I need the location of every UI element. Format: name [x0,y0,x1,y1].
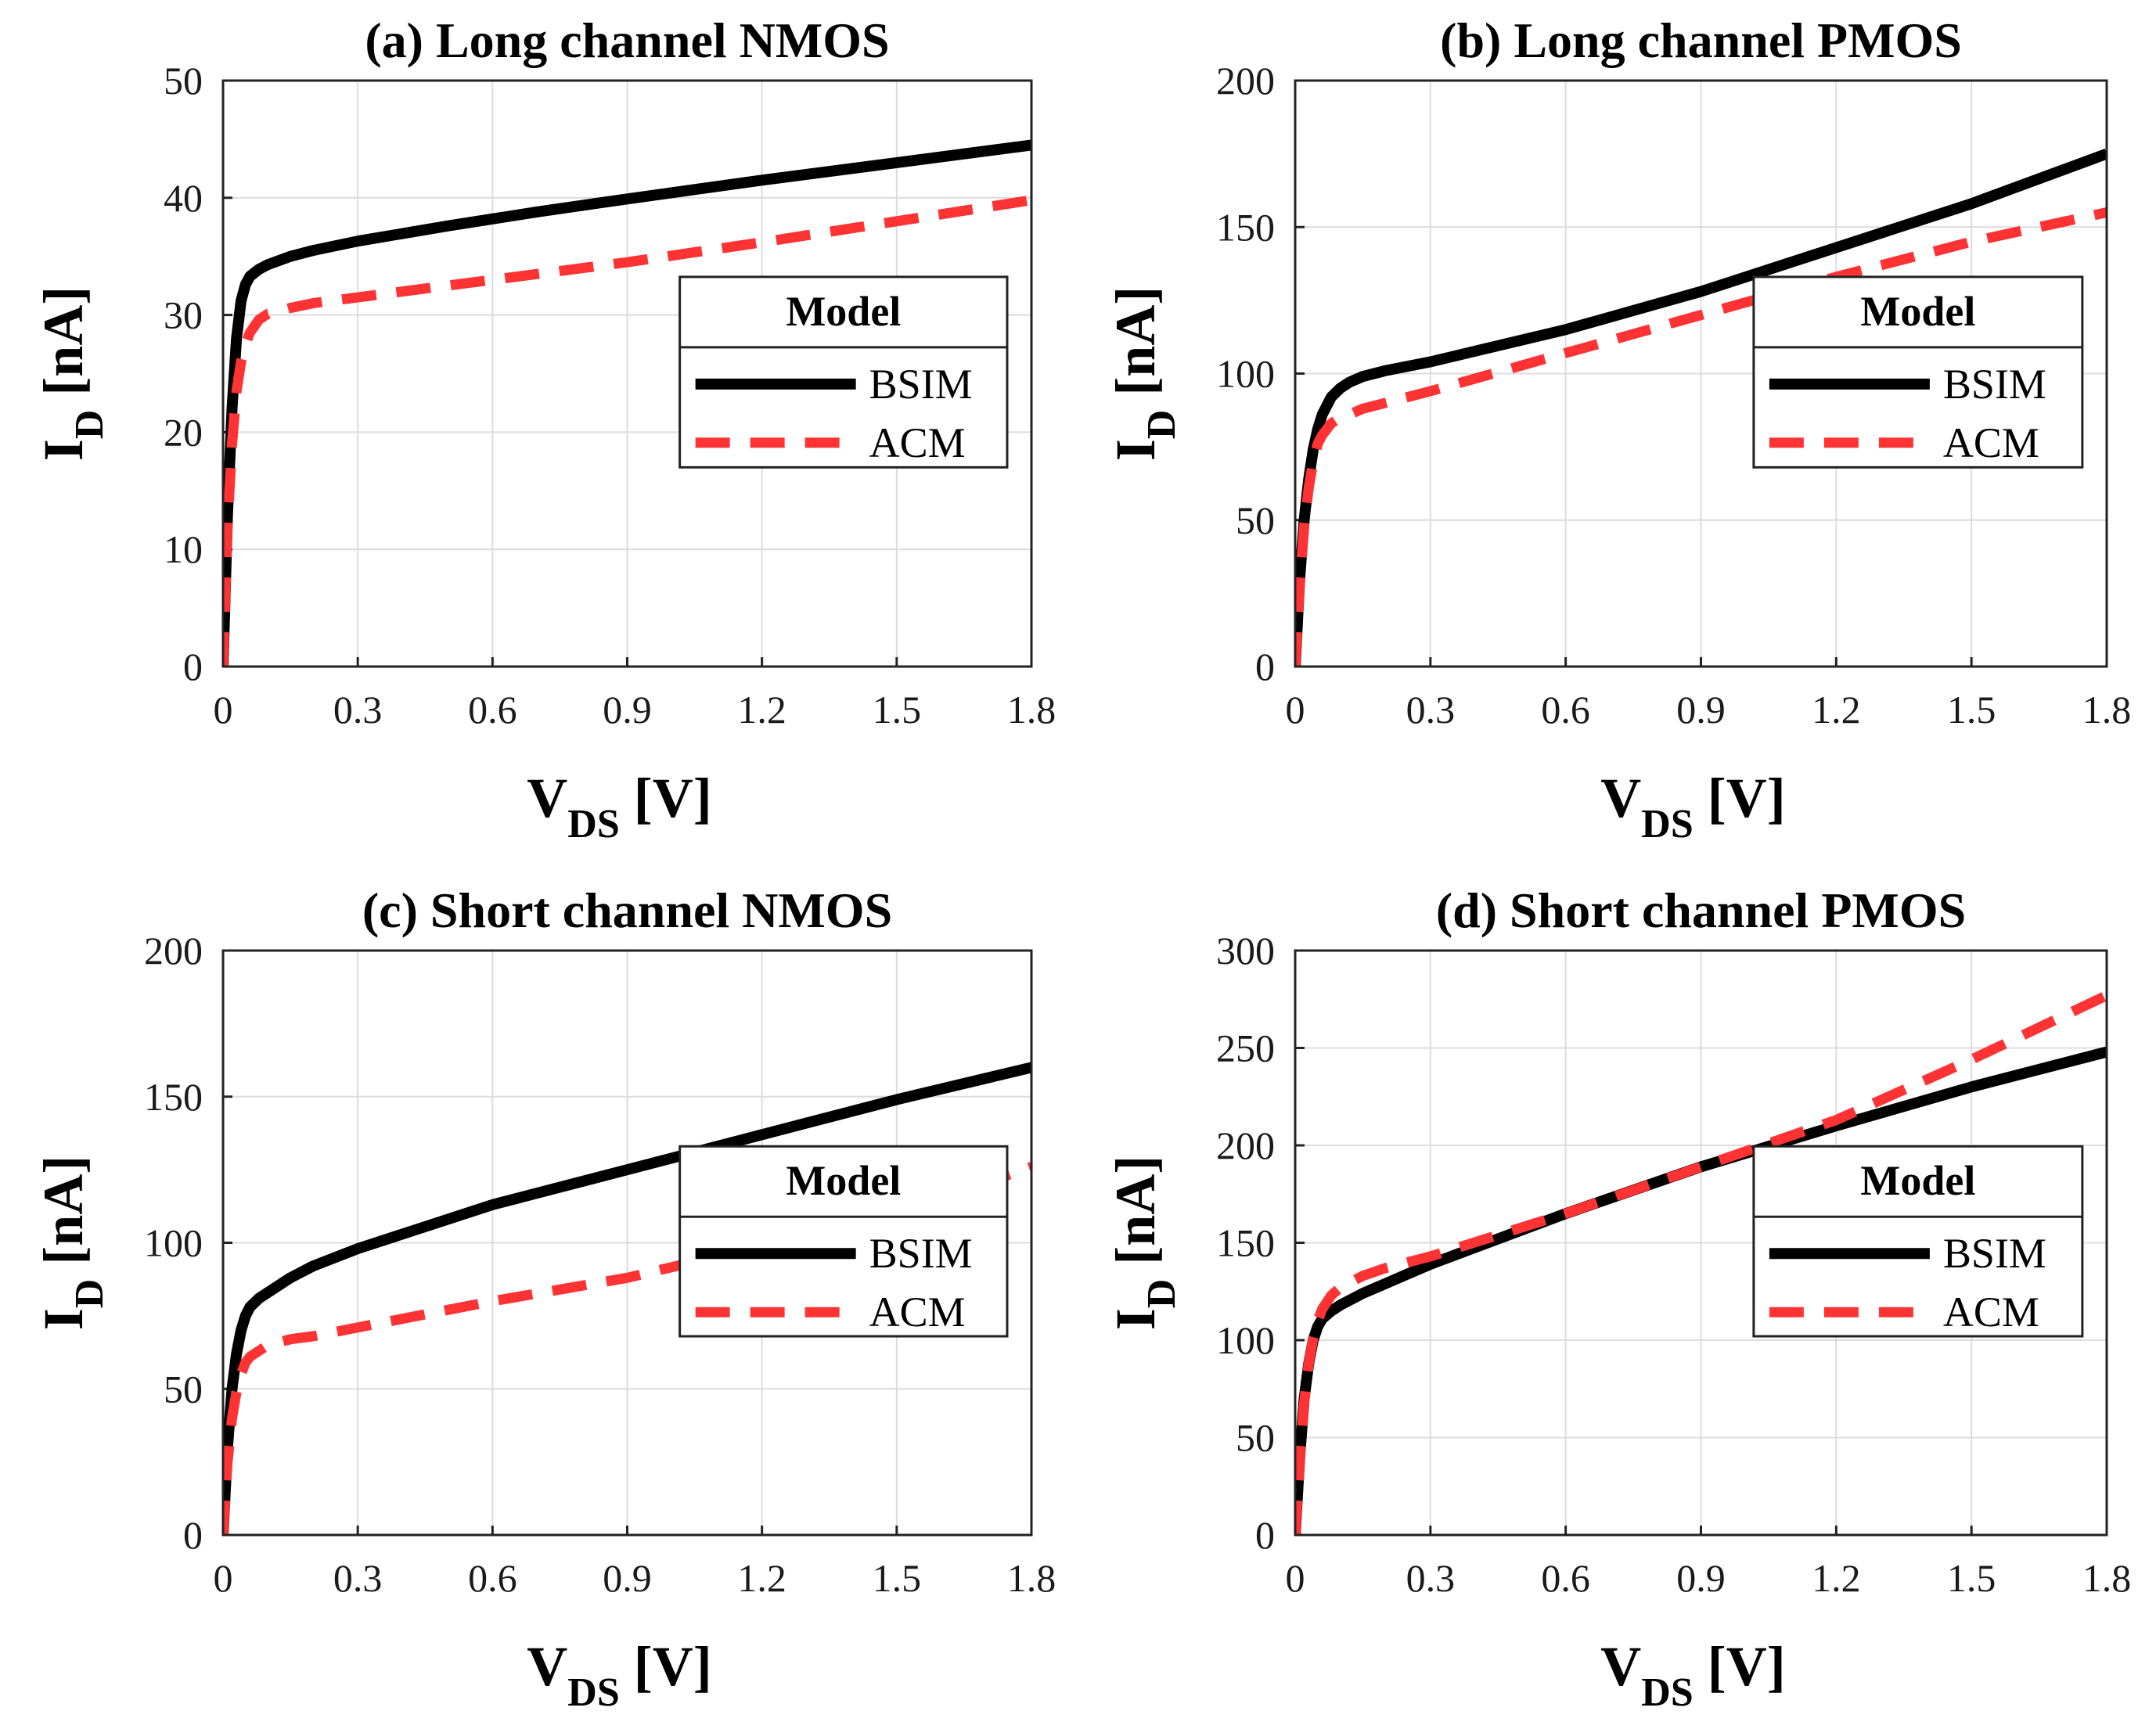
plot-frame [1294,949,2108,1537]
x-tick-label: 1.2 [737,1556,786,1600]
y-tick-label: 150 [1216,1221,1275,1265]
y-tick-label: 200 [1216,59,1275,102]
series-line-acm [223,1162,1031,1535]
legend-label-acm: ACM [869,419,966,466]
x-tick-label: 0.6 [468,688,517,732]
y-tick-label: 200 [144,929,203,972]
x-axis-label: VDS [V] [527,1635,711,1715]
chart-title: (d) Short channel PMOS [1436,882,1966,938]
legend: Model BSIM ACM [678,1145,1009,1338]
y-tick-label: 200 [1216,1123,1275,1167]
x-tick-label: 0.6 [468,1556,517,1600]
plot-frame [221,949,1033,1537]
x-tick-label: 1.2 [1812,1556,1861,1600]
y-tick-label: 50 [164,59,203,102]
legend: Model BSIM ACM [678,275,1009,469]
x-tick-label: 1.8 [1007,1556,1056,1600]
legend-label-acm: ACM [1943,419,2039,466]
x-tick-label: 1.8 [2082,1556,2132,1600]
chart-panel-3: (d) Short channel PMOS 0 0.3 0.6 0.9 1.2 1.5 1.… [1104,882,2131,1715]
legend-box [678,275,1009,469]
x-tick-label: 1.2 [737,688,786,732]
chart-panel-1: (b) Long channel PMOS 0 0.3 0.6 0.9 1.2 1.5 1.8… [1104,13,2131,847]
x-tick-label: 0.3 [1406,1556,1456,1600]
chart-title: (c) Short channel NMOS [362,882,892,938]
y-tick-label: 0 [183,645,203,688]
chart-panel-2: (c) Short channel NMOS 0 0.3 0.6 0.9 1.2 1.5 1.… [32,882,1056,1715]
x-tick-label: 1.5 [1947,1556,1996,1600]
legend-label-bsim: BSIM [869,361,973,408]
y-tick-label: 0 [183,1513,203,1557]
y-tick-label: 100 [144,1221,203,1265]
x-tick-label: 0.3 [333,688,383,732]
x-tick-label: 0.9 [1676,688,1726,732]
y-tick-label: 100 [1216,1318,1275,1362]
legend-label-acm: ACM [869,1289,966,1335]
x-tick-label: 0 [1286,1556,1305,1600]
legend-title: Model [786,288,901,335]
y-tick-label: 300 [1216,929,1275,972]
legend-title: Model [1860,288,1975,335]
legend-label-bsim: BSIM [1943,361,2046,408]
series-line-bsim [223,1062,1031,1535]
legend-label-acm: ACM [1943,1289,2039,1335]
chart-title: (b) Long channel PMOS [1440,13,1962,68]
y-tick-label: 0 [1255,645,1275,688]
y-axis-label: ID[nA] [1104,286,1184,462]
x-axis-label: VDS [V] [527,767,711,847]
plot-frame [221,79,1033,668]
x-axis-label: VDS [V] [1600,767,1785,847]
y-tick-label: 150 [144,1075,203,1119]
x-tick-label: 0.9 [1676,1556,1726,1600]
x-tick-label: 1.2 [1812,688,1861,732]
legend-title: Model [1860,1157,1975,1204]
y-tick-label: 40 [164,176,203,220]
x-axis-label: VDS [V] [1600,1635,1785,1715]
y-tick-label: 50 [164,1367,203,1411]
legend-box [1752,275,2084,469]
x-tick-label: 1.8 [2082,688,2132,732]
legend: Model BSIM ACM [1752,1145,2084,1338]
x-tick-label: 0 [1286,688,1305,732]
x-tick-label: 0.3 [1406,688,1456,732]
legend-box [1752,1145,2084,1338]
x-tick-label: 1.5 [1947,688,1996,732]
y-axis-label: ID[nA] [1104,1156,1184,1331]
legend-box [678,1145,1009,1338]
chart-title: (a) Long channel NMOS [365,13,889,68]
series-line-bsim [223,139,1031,667]
series-line-acm [1295,207,2107,667]
legend-label-bsim: BSIM [869,1230,973,1277]
x-tick-label: 1.5 [873,688,922,732]
x-tick-label: 0.9 [603,688,652,732]
y-tick-label: 100 [1216,352,1275,396]
y-tick-label: 0 [1255,1513,1275,1557]
legend-label-bsim: BSIM [1943,1230,2046,1277]
x-tick-label: 0 [214,688,233,732]
x-tick-label: 0.6 [1541,688,1590,732]
y-tick-label: 250 [1216,1026,1275,1070]
y-axis-label: ID[nA] [32,1156,112,1331]
x-tick-label: 1.8 [1007,688,1056,732]
y-tick-label: 30 [164,293,203,337]
x-tick-label: 0.9 [603,1556,652,1600]
chart-panel-0: (a) Long channel NMOS 0 0.3 0.6 0.9 1.2 1.5 1.8… [32,13,1056,847]
y-tick-label: 50 [1236,498,1275,542]
y-tick-label: 50 [1236,1416,1275,1460]
legend: Model BSIM ACM [1752,275,2084,469]
x-tick-label: 0.3 [333,1556,383,1600]
y-axis-label: ID[nA] [32,286,112,462]
x-tick-label: 0 [214,1556,233,1600]
x-tick-label: 1.5 [873,1556,922,1600]
x-tick-label: 0.6 [1541,1556,1590,1600]
legend-title: Model [786,1157,901,1204]
y-tick-label: 150 [1216,205,1275,249]
plot-frame [1294,79,2108,668]
y-tick-label: 20 [164,410,203,454]
y-tick-label: 10 [164,527,203,571]
series-line-acm [1295,990,2107,1535]
